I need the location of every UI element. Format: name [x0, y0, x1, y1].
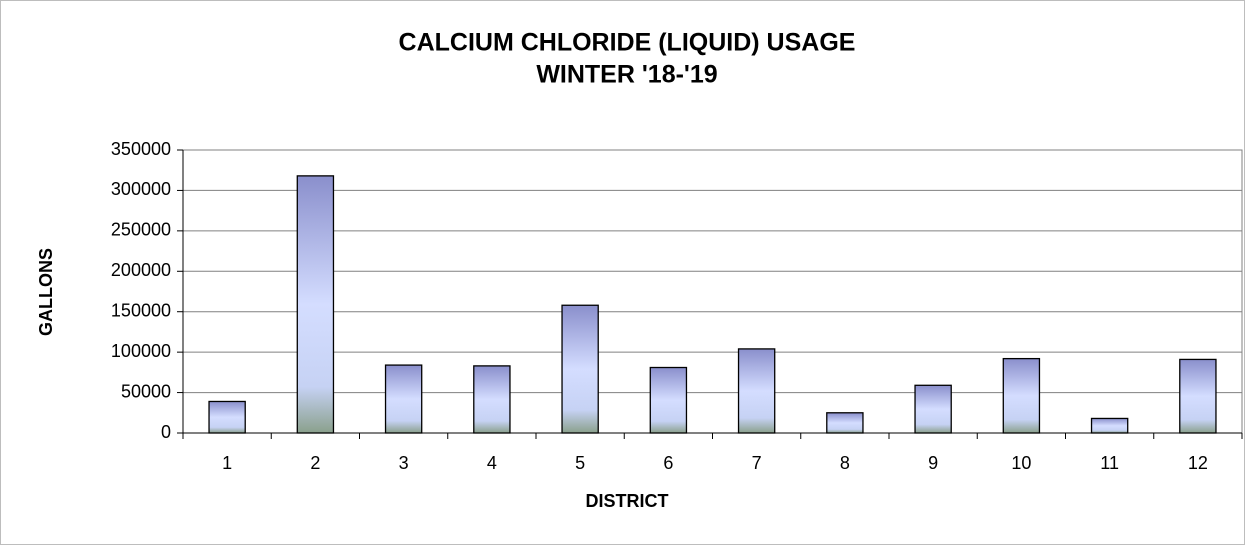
x-tick-label: 3 [399, 453, 409, 473]
chart-title: CALCIUM CHLORIDE (LIQUID) USAGE [399, 29, 856, 57]
chart-title: WINTER '18-'19 [536, 61, 717, 89]
x-tick-label: 5 [575, 453, 585, 473]
bar [1002, 357, 1041, 434]
x-tick-label: 11 [1100, 453, 1119, 473]
bar [473, 365, 511, 434]
y-tick-label: 200000 [111, 260, 171, 280]
x-tick-label: 12 [1188, 453, 1208, 473]
bar [208, 400, 246, 434]
bar [384, 364, 423, 434]
x-tick-label: 7 [752, 453, 762, 473]
bar [1179, 358, 1217, 434]
y-tick-label: 0 [161, 422, 171, 442]
bar [1090, 417, 1129, 434]
plot-area [182, 149, 1243, 434]
y-tick-label: 250000 [111, 220, 171, 240]
x-axis-title: DISTRICT [586, 491, 669, 511]
y-tick-label: 350000 [111, 139, 171, 159]
x-tick-label: 1 [222, 453, 232, 473]
y-tick-label: 100000 [111, 341, 171, 361]
x-tick-label: 9 [928, 453, 938, 473]
y-axis-title: GALLONS [36, 248, 56, 336]
x-tick-label: 8 [840, 453, 850, 473]
y-tick-label: 50000 [121, 381, 171, 401]
bar [737, 348, 776, 434]
bar [914, 384, 952, 434]
bar [296, 175, 335, 434]
bar [826, 412, 864, 434]
x-tick-label: 2 [310, 453, 320, 473]
x-tick-label: 4 [487, 453, 497, 473]
x-tick-label: 6 [663, 453, 673, 473]
x-tick-label: 10 [1011, 453, 1031, 473]
y-tick-label: 300000 [111, 179, 171, 199]
y-tick-label: 150000 [111, 300, 171, 320]
bar [649, 366, 688, 434]
bar [561, 304, 599, 434]
